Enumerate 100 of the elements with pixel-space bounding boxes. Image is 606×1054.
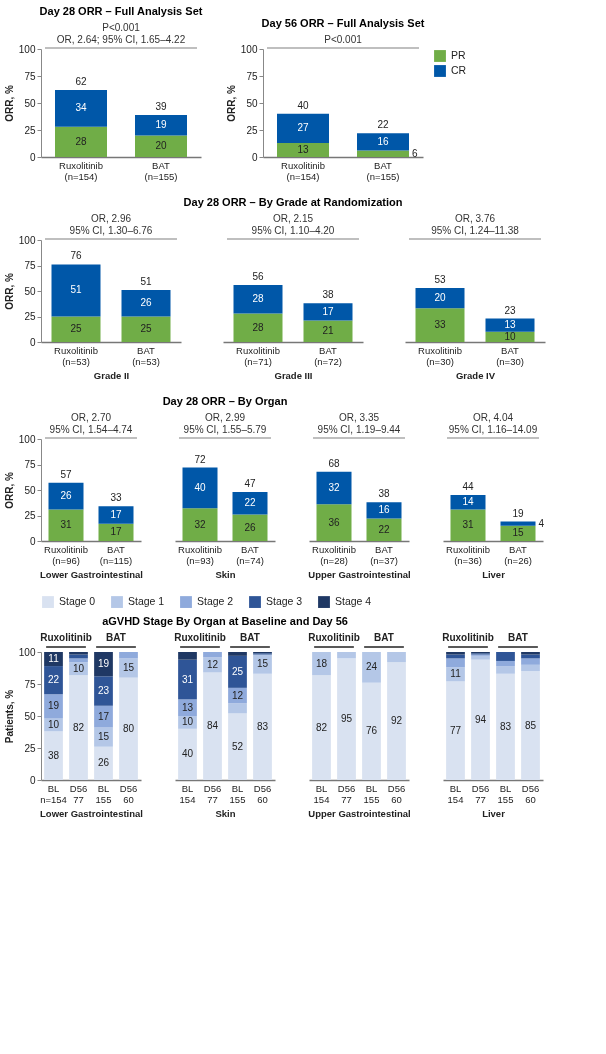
y-tick-label: 75: [24, 459, 36, 470]
total-label: 57: [60, 468, 72, 480]
data-label: 76: [365, 725, 378, 737]
x-tick-label: D56 60: [253, 782, 272, 805]
data-label: 28: [252, 321, 264, 333]
data-label: 32: [328, 481, 340, 493]
x-axis-title: Liver: [482, 807, 506, 819]
y-tick-label: 50: [24, 484, 36, 496]
text: 95% CI, 1.16–14.09: [448, 424, 538, 435]
y-axis-title: ORR, %: [3, 85, 15, 122]
text: 95% CI, 1.54–4.74: [49, 424, 133, 435]
data-label: 84: [206, 720, 219, 732]
y-axis-title: ORR, %: [3, 472, 15, 509]
x-tick-label: D56 60: [119, 782, 138, 805]
data-label: 20: [155, 140, 167, 152]
x-axis-title: Grade II: [93, 369, 130, 381]
total-label: 22: [377, 119, 389, 131]
data-label: 13: [297, 143, 309, 155]
legend-label: Stage 3: [266, 595, 303, 608]
total-label: 38: [322, 289, 334, 301]
data-label: 28: [252, 293, 264, 305]
total-label: 19: [512, 507, 524, 519]
y-tick-label: 25: [24, 124, 36, 136]
data-label: 34: [75, 102, 87, 114]
data-label: 40: [194, 481, 206, 493]
chart-title: Day 56 ORR – Full Analysis Set: [261, 17, 425, 29]
total-label: 23: [504, 304, 516, 316]
x-tick-label: D56 60: [521, 782, 540, 805]
total-label: 76: [70, 250, 82, 262]
data-label: 16: [377, 135, 389, 147]
text: P<0.001: [102, 22, 141, 33]
text: P<0.001: [324, 34, 363, 45]
data-label: 26: [60, 490, 72, 502]
x-tick-label: Ruxolitinib (n=154): [59, 159, 103, 182]
data-label: 17: [110, 526, 122, 538]
text: 95% CI, 1.24–11.38: [431, 225, 520, 236]
x-axis-title: Lower Gastrointestinal: [40, 568, 143, 580]
text: 95% CI, 1.30–6.76: [69, 225, 153, 236]
y-tick-label: 100: [240, 43, 258, 55]
data-label: 25: [231, 665, 244, 677]
data-label: 15: [256, 658, 269, 670]
x-tick-label: BL 155: [497, 782, 514, 805]
x-axis-title: Lower Gastrointestinal: [40, 807, 143, 819]
text: OR, 3.35: [338, 412, 380, 423]
x-tick-label: BL 154: [179, 782, 196, 805]
total-label: 62: [75, 76, 87, 88]
legend-label: PR: [451, 49, 466, 61]
x-tick-label: Ruxolitinib (n=53): [54, 344, 98, 367]
data-label: 12: [231, 689, 244, 701]
data-label: 28: [75, 135, 87, 147]
y-tick-label: 75: [24, 678, 36, 690]
text: BAT: [106, 632, 126, 643]
total-label: 72: [194, 453, 206, 465]
y-tick-label: 75: [24, 70, 36, 82]
data-label: 36: [328, 516, 340, 528]
data-label: 40: [181, 748, 194, 760]
y-tick-label: 100: [18, 234, 36, 246]
legend-label: Stage 4: [335, 595, 372, 608]
y-tick-label: 0: [251, 151, 258, 163]
data-label: 19: [47, 700, 60, 712]
x-tick-label: Ruxolitinib (n=96): [44, 543, 88, 566]
data-label: 82: [72, 721, 85, 733]
total-label: 39: [155, 100, 167, 112]
data-label: 13: [181, 701, 194, 713]
data-label: 82: [315, 721, 328, 733]
x-axis-title: Upper Gastrointestinal: [308, 807, 411, 819]
text: Ruxolitinib: [442, 632, 494, 643]
legend-label: Stage 0: [59, 595, 96, 608]
text: OR, 2.64; 95% CI, 1.65–4.22: [56, 34, 186, 45]
data-label: 80: [122, 722, 135, 734]
data-label: 17: [97, 710, 110, 722]
y-tick-label: 75: [246, 70, 258, 82]
data-label: 14: [462, 496, 474, 508]
text: OR, 2.15: [272, 213, 314, 224]
x-tick-label: BAT (n=72): [314, 344, 342, 367]
total-label: 40: [297, 99, 309, 111]
x-tick-label: BAT (n=26): [504, 543, 532, 566]
data-label: 31: [462, 519, 474, 531]
data-label: 20: [434, 292, 446, 304]
data-label: 11: [450, 668, 462, 680]
data-label: 15: [122, 662, 135, 673]
x-tick-label: D56 77: [471, 782, 490, 805]
y-tick-label: 0: [29, 535, 36, 547]
x-tick-label: BL 154: [447, 782, 464, 805]
x-tick-label: Ruxolitinib (n=36): [446, 543, 490, 566]
data-label: 52: [231, 740, 244, 752]
data-label: 12: [206, 658, 219, 670]
data-label: 10: [504, 330, 516, 342]
text: BAT: [240, 632, 260, 643]
text: Ruxolitinib: [174, 632, 226, 643]
x-tick-label: BAT (n=30): [496, 344, 524, 367]
data-label: 23: [97, 685, 110, 697]
y-tick-label: 50: [246, 97, 258, 109]
y-tick-label: 25: [24, 510, 36, 521]
x-axis-title: Liver: [482, 568, 506, 580]
total-label: 33: [110, 492, 122, 504]
data-label: 18: [315, 657, 328, 669]
total-label: 51: [140, 275, 152, 287]
legend-label: CR: [451, 64, 467, 76]
data-label: 26: [97, 757, 110, 769]
